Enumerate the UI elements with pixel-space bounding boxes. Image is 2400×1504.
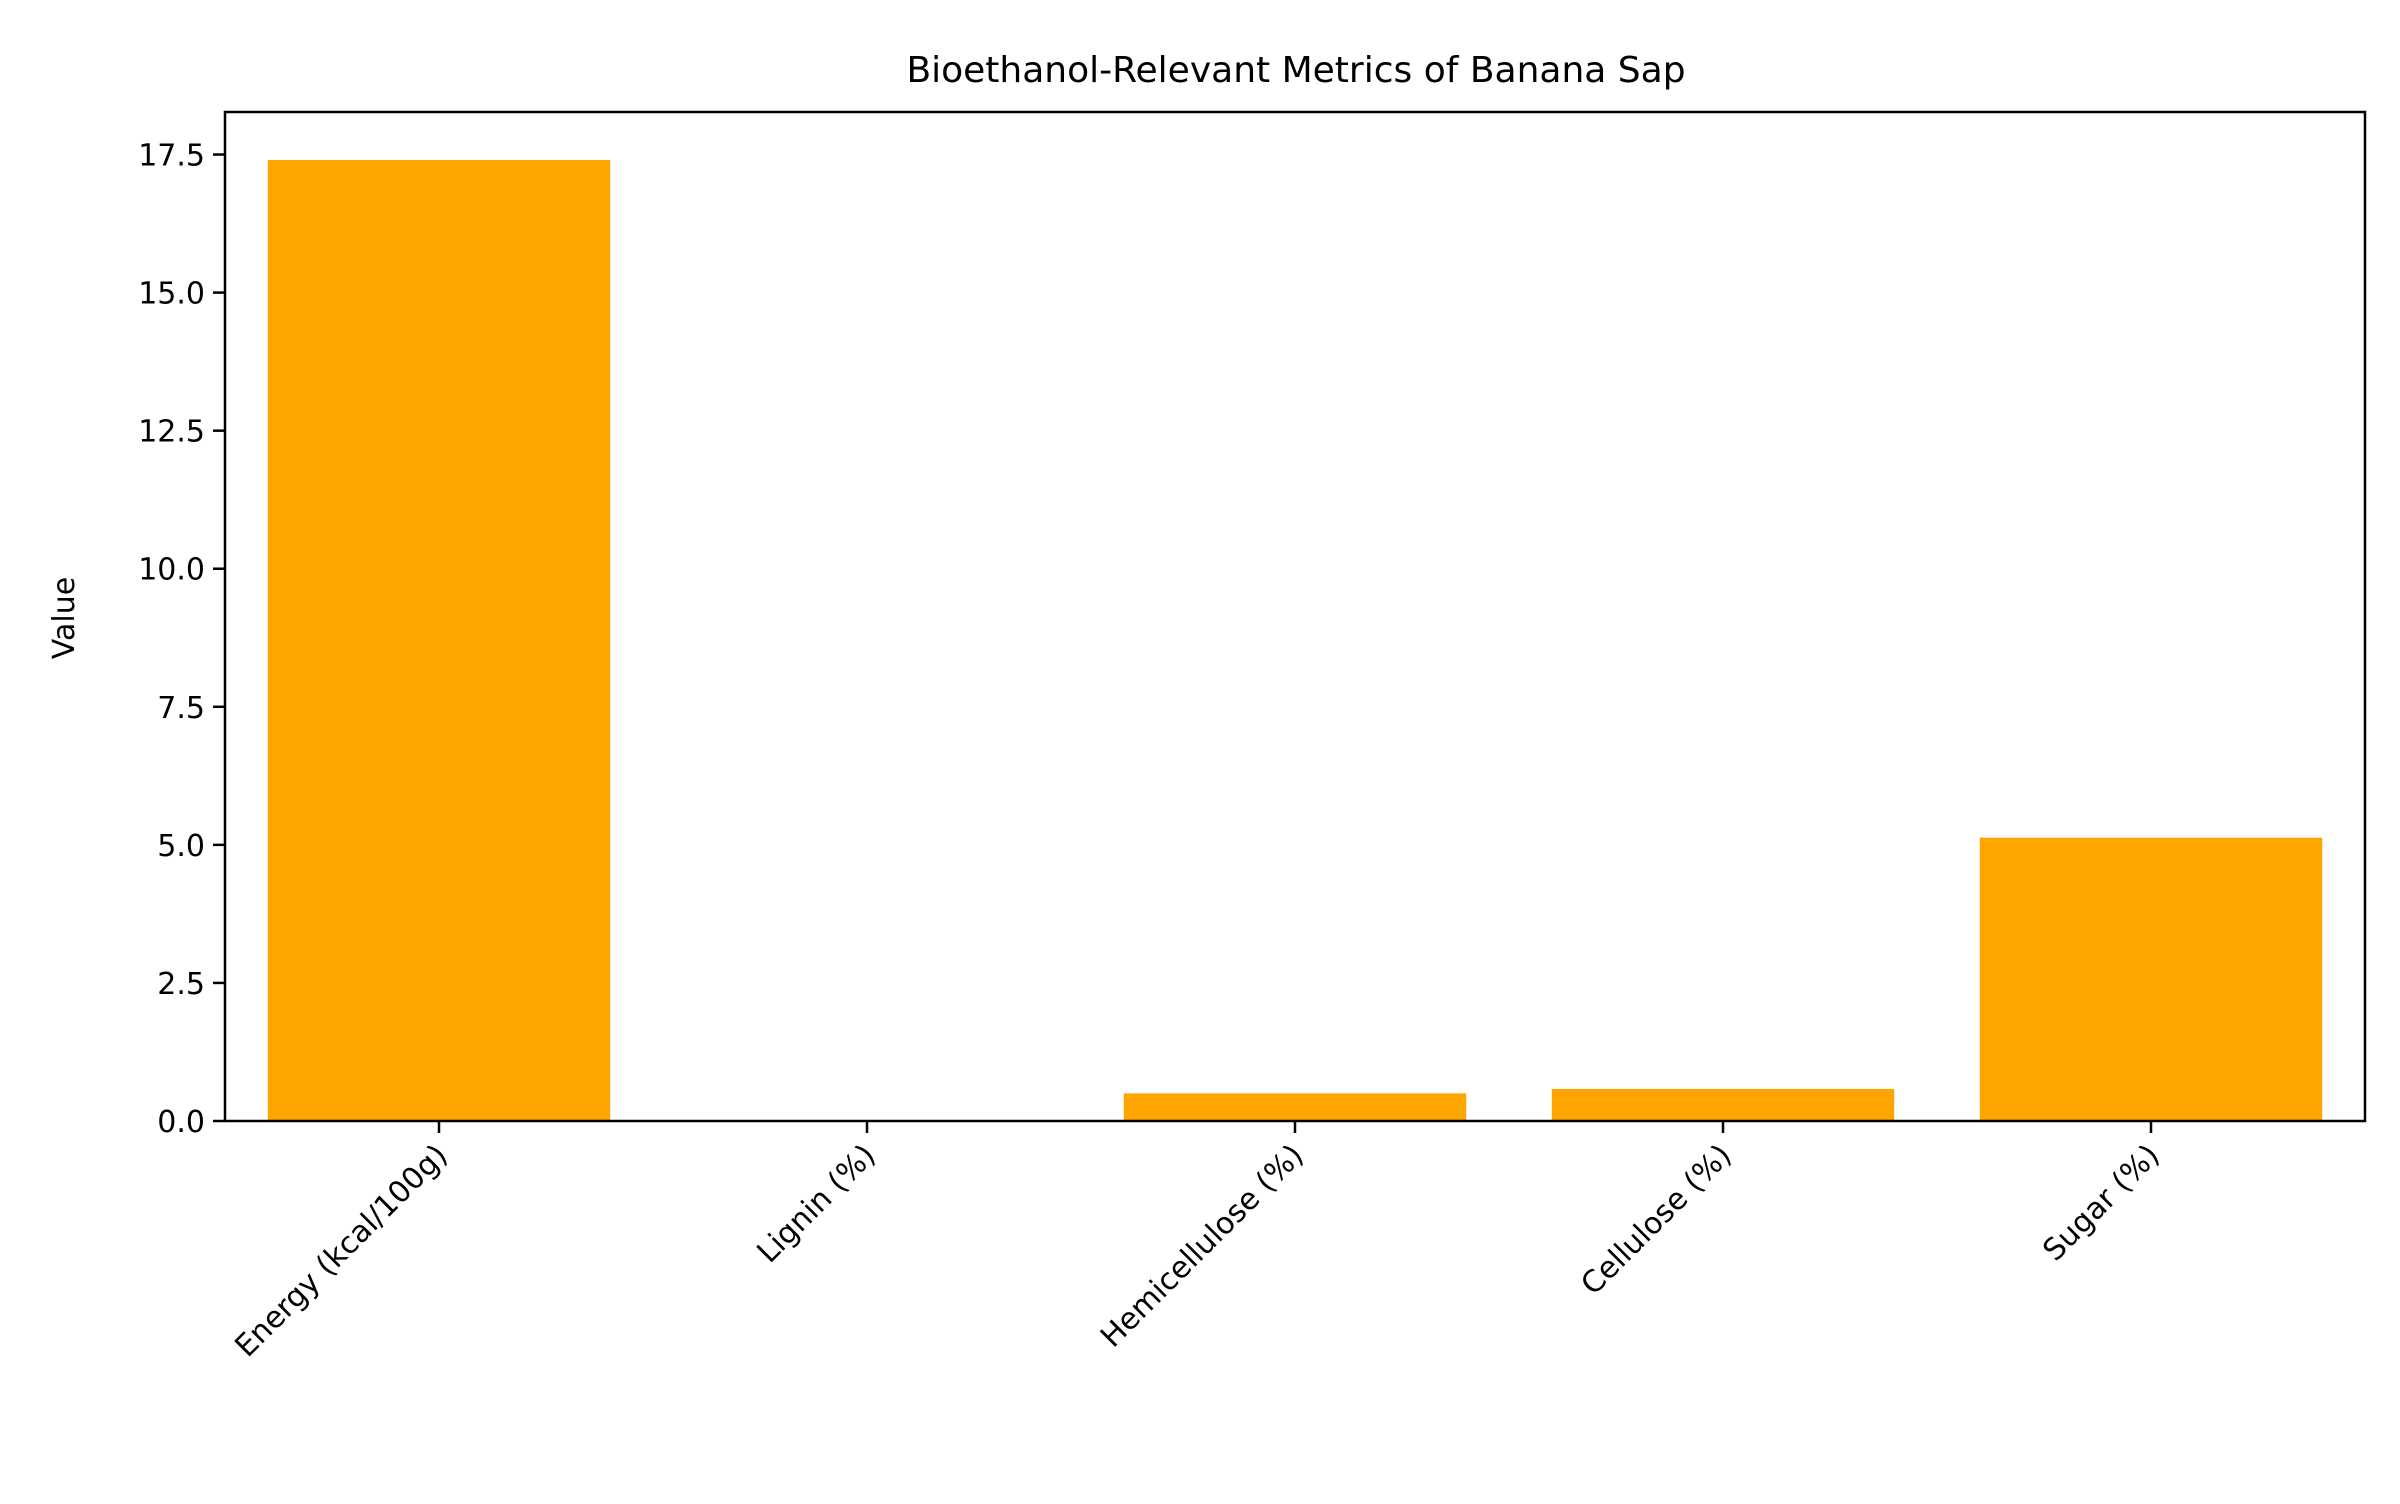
y-tick-label: 12.5	[138, 415, 205, 450]
y-tick-label: 7.5	[157, 691, 205, 726]
y-tick-label: 0.0	[157, 1105, 205, 1140]
y-tick-label: 5.0	[157, 829, 205, 864]
y-tick-label: 17.5	[138, 139, 205, 174]
bars-group	[267, 160, 2323, 1122]
bar	[1123, 1093, 1467, 1121]
y-axis-ticks: 0.0 2.5 5.0 7.5 10.0 12.5 15.0 17.5	[138, 139, 225, 1140]
bar	[1551, 1088, 1895, 1121]
y-axis-label: Value	[47, 577, 82, 659]
y-tick-label: 15.0	[138, 277, 205, 312]
y-tick-label: 10.0	[138, 553, 205, 588]
plot-area-frame	[223, 110, 2367, 1123]
y-tick-label: 2.5	[157, 967, 205, 1002]
bar	[1979, 837, 2323, 1121]
bar	[267, 160, 611, 1122]
chart-title: Bioethanol-Relevant Metrics of Banana Sa…	[906, 50, 1685, 91]
